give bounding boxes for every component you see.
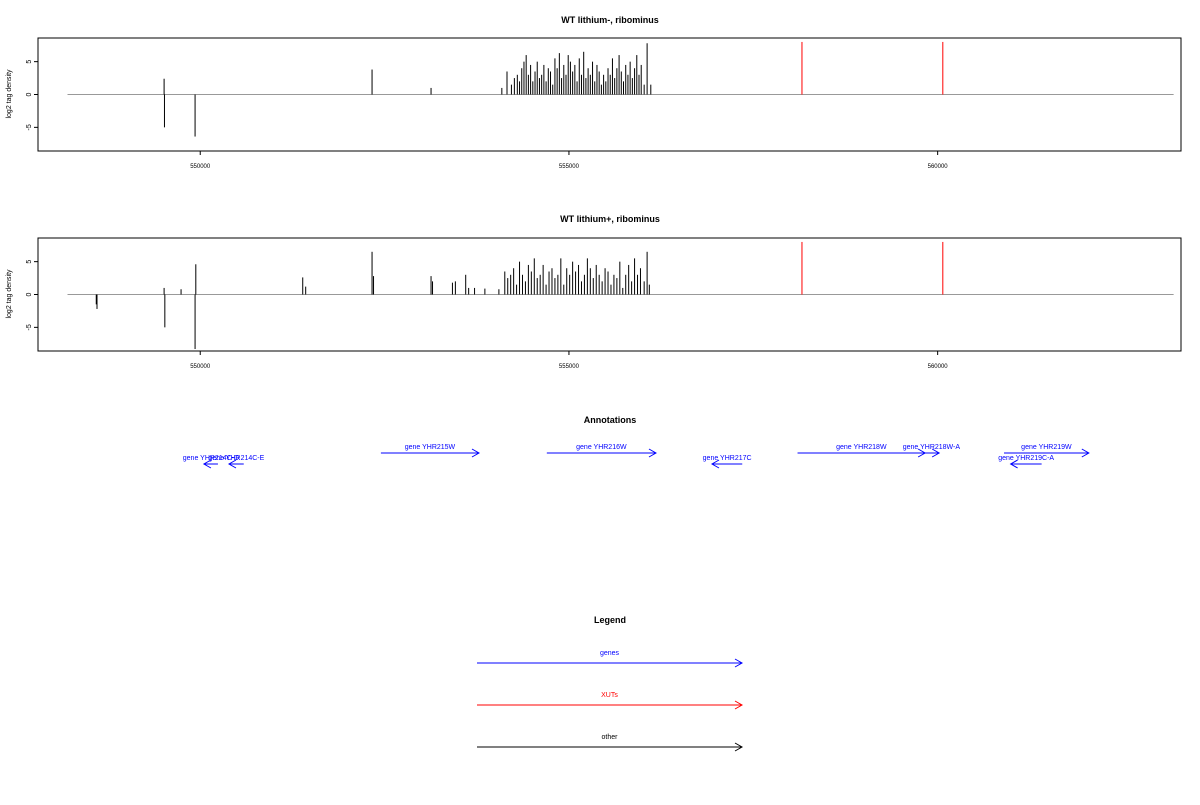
gene-feature: gene YHR215W: [380, 444, 480, 458]
density-bars: [163, 41, 944, 137]
legend-item-gene: genes: [477, 650, 744, 668]
x-axis: 550000 555000 560000: [190, 351, 948, 370]
x-tick-label: 555000: [559, 364, 580, 370]
legend-title: Legend: [594, 615, 626, 625]
arrow-head-right-icon: [734, 658, 744, 668]
legend: Legend genes XUTs other: [477, 615, 744, 752]
x-tick-label: 560000: [928, 364, 949, 370]
gene-label: gene YHR215W: [405, 444, 456, 451]
arrow-head-right-icon: [734, 700, 744, 710]
gene-label: gene YHR219C-A: [998, 455, 1054, 462]
y-tick-label: -5: [26, 324, 33, 330]
y-axis: -5 0 5: [26, 260, 38, 330]
arrow-head-right-icon: [734, 742, 744, 752]
legend-item-xut: XUTs: [477, 692, 744, 710]
legend-label: genes: [600, 650, 620, 657]
track-panel-lithium-plus: WT lithium+, ribominus log2 tag density …: [6, 214, 1182, 370]
gene-label: gene YHR216W: [576, 444, 627, 451]
y-axis-label: log2 tag density: [6, 69, 13, 119]
gene-feature: gene YHR214C-E: [208, 455, 265, 469]
arrow-head-right-icon: [931, 448, 941, 458]
y-tick-label: 0: [26, 92, 33, 96]
legend-label: XUTs: [601, 692, 618, 699]
y-axis: -5 0 5: [26, 60, 38, 130]
gene-feature: gene YHR216W: [546, 444, 657, 458]
arrow-head-right-icon: [471, 448, 480, 458]
legend-items: genes XUTs other: [477, 650, 744, 752]
panel-title: WT lithium+, ribominus: [560, 214, 660, 224]
x-tick-label: 560000: [928, 164, 949, 170]
gene-feature: gene YHR214C-D: [183, 455, 239, 469]
x-axis: 550000 555000 560000: [190, 151, 948, 170]
gene-label: gene YHR219W: [1021, 444, 1072, 451]
y-axis-label: log2 tag density: [6, 269, 13, 319]
gene-label: gene YHR218W-A: [903, 444, 961, 451]
y-tick-label: -5: [26, 124, 33, 130]
gene-label: gene YHR217C: [703, 455, 752, 462]
y-tick-label: 0: [26, 292, 33, 296]
x-tick-label: 550000: [190, 364, 211, 370]
gene-label: gene YHR214C-E: [208, 455, 264, 462]
density-bars: [95, 241, 944, 350]
y-tick-label: 5: [26, 260, 33, 264]
gene-feature: gene YHR218W-A: [903, 444, 961, 458]
arrow-head-left-icon: [227, 459, 237, 469]
legend-item-other: other: [477, 734, 744, 752]
legend-label: other: [602, 734, 619, 741]
gene-label: gene YHR218W: [836, 444, 887, 451]
gene-feature: gene YHR217C: [703, 455, 752, 469]
panel-title: WT lithium-, ribominus: [561, 15, 659, 25]
arrow-head-left-icon: [710, 459, 720, 469]
gene-feature: gene YHR219W: [1004, 444, 1090, 458]
y-tick-label: 5: [26, 60, 33, 64]
gene-feature: gene YHR219C-A: [998, 455, 1054, 469]
arrow-head-left-icon: [1009, 459, 1018, 469]
x-tick-label: 555000: [559, 164, 580, 170]
track-panel-lithium-minus: WT lithium-, ribominus log2 tag density …: [6, 15, 1182, 170]
x-tick-label: 550000: [190, 164, 211, 170]
gene-label: gene YHR214C-D: [183, 455, 239, 462]
arrow-head-right-icon: [648, 448, 657, 458]
arrow-head-left-icon: [202, 459, 212, 469]
arrow-head-right-icon: [1081, 448, 1090, 458]
annotations-title: Annotations: [584, 415, 637, 425]
